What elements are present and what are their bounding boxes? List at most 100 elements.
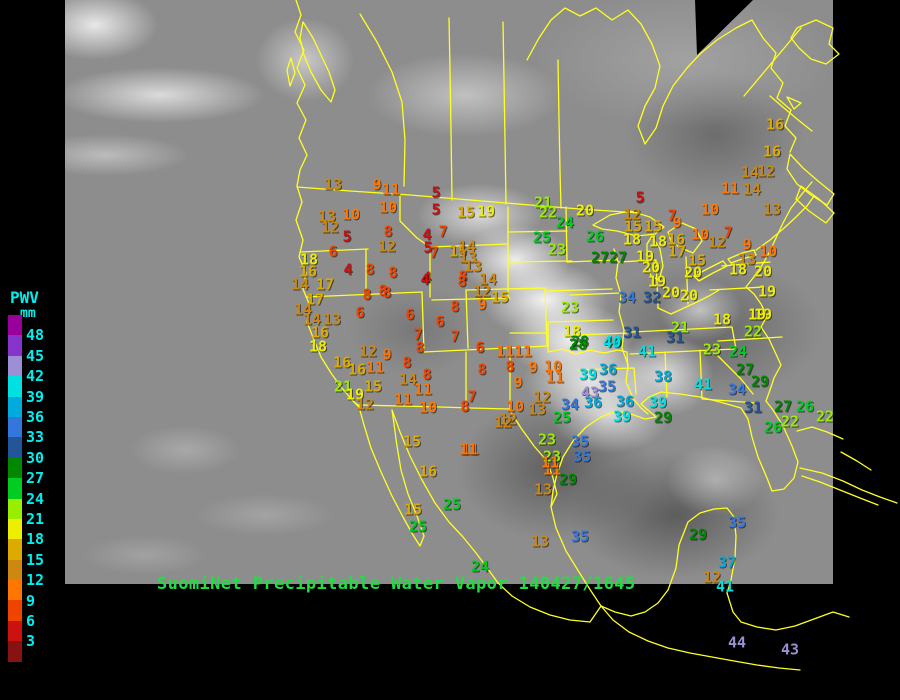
- legend-swatch: [8, 620, 22, 642]
- station-value: 19: [747, 305, 767, 324]
- station-value: 12: [355, 395, 375, 414]
- station-value: 10: [758, 242, 778, 261]
- station-value: 25: [408, 517, 428, 536]
- station-value: 16: [765, 115, 785, 134]
- station-value: 15: [456, 203, 476, 222]
- station-value: 31: [743, 398, 763, 417]
- station-value: 26: [763, 418, 783, 437]
- legend-swatch: [8, 600, 22, 621]
- station-value: 10: [505, 397, 525, 416]
- station-value: 11: [365, 358, 385, 377]
- station-value: 23: [547, 240, 567, 259]
- station-value: 5: [423, 238, 433, 257]
- station-value: 29: [688, 525, 708, 544]
- station-value: 13: [463, 257, 483, 276]
- station-value: 12: [622, 205, 642, 224]
- station-value: 4: [422, 225, 432, 244]
- station-value: 11: [393, 390, 413, 409]
- station-value: 9: [513, 373, 523, 392]
- station-value: 7: [413, 325, 423, 344]
- station-value: 13: [530, 532, 550, 551]
- image-title: SuomiNet Precipitable Water Vapor 140427…: [157, 574, 636, 594]
- station-value: 20: [575, 201, 595, 220]
- station-value: 7: [723, 223, 733, 242]
- legend-swatch: [8, 396, 22, 417]
- legend-swatch: [8, 559, 22, 581]
- station-value: 19: [345, 385, 365, 404]
- station-value: 12: [320, 218, 340, 237]
- station-value: 24: [555, 213, 575, 232]
- station-value: 29: [653, 408, 673, 427]
- station-value: 18: [299, 250, 319, 269]
- station-value: 25: [442, 495, 462, 514]
- station-value: 15: [687, 251, 707, 270]
- station-value: 14: [293, 300, 313, 319]
- station-value: 5: [431, 183, 441, 202]
- station-value: 12: [702, 568, 722, 587]
- station-value: 18: [308, 337, 328, 356]
- station-value: 8: [383, 222, 393, 241]
- station-value: 8: [402, 353, 412, 372]
- station-value: 11: [458, 440, 478, 459]
- station-value: 4: [343, 260, 353, 279]
- station-value: 14: [740, 163, 760, 182]
- station-value: 44: [727, 633, 747, 652]
- station-value: 11: [540, 453, 560, 472]
- station-value: 13: [317, 207, 337, 226]
- pwv-legend: PWV mm 48 45 42 39 36 33 30 27 24 21 18 15 12 9 6 3: [6, 290, 64, 662]
- station-value: 23: [542, 447, 562, 466]
- station-value: 18: [562, 322, 582, 341]
- station-value: 16: [298, 262, 318, 281]
- station-value: 29: [558, 470, 578, 489]
- legend-swatch: [8, 376, 22, 397]
- station-value: 20: [683, 263, 703, 282]
- station-value: 12: [472, 282, 492, 301]
- station-value: 10: [378, 198, 398, 217]
- station-value: 15: [643, 217, 663, 236]
- legend-tick-label: 27: [26, 469, 45, 488]
- station-value: 8: [382, 283, 392, 302]
- legend-swatch: [8, 641, 22, 662]
- legend-swatch: [8, 498, 22, 519]
- legend-tick-label: 15: [26, 550, 45, 569]
- station-value: 19: [753, 305, 773, 324]
- station-value: 43: [580, 383, 600, 402]
- station-value: 7: [467, 387, 477, 406]
- station-value: 41: [637, 342, 657, 361]
- station-value: 8: [457, 272, 467, 291]
- station-value: 12: [707, 233, 727, 252]
- station-value: 8: [477, 360, 487, 379]
- station-value: 9: [672, 213, 682, 232]
- legend-tick-label: 39: [26, 387, 45, 406]
- station-value: 41: [693, 375, 713, 394]
- legend-swatch: [8, 416, 22, 438]
- station-value: 29: [750, 372, 770, 391]
- legend-tick-label: 42: [26, 367, 45, 386]
- station-value: 22: [743, 322, 763, 341]
- station-value: 34: [617, 288, 637, 307]
- station-value: 11: [720, 179, 740, 198]
- station-value: 27: [590, 248, 610, 267]
- station-value: 38: [653, 367, 673, 386]
- station-value: 27: [608, 248, 628, 267]
- station-value: 16: [762, 142, 782, 161]
- satellite-image: [65, 0, 833, 584]
- station-value: 20: [641, 258, 661, 277]
- station-value: 8: [415, 338, 425, 357]
- station-value: 36: [615, 392, 635, 411]
- station-value: 31: [622, 323, 642, 342]
- station-value: 13: [458, 248, 478, 267]
- station-value: 14: [302, 310, 322, 329]
- station-value: 36: [598, 360, 618, 379]
- station-value: 7: [429, 243, 439, 262]
- station-value: 14: [742, 180, 762, 199]
- station-value: 8: [365, 260, 375, 279]
- station-value: 15: [448, 242, 468, 261]
- station-value: 40: [602, 333, 622, 352]
- legend-swatch: [8, 437, 22, 458]
- station-value: 14: [290, 275, 310, 294]
- station-value: 18: [648, 232, 668, 251]
- station-value: 17: [315, 275, 335, 294]
- station-value: 6: [405, 305, 415, 324]
